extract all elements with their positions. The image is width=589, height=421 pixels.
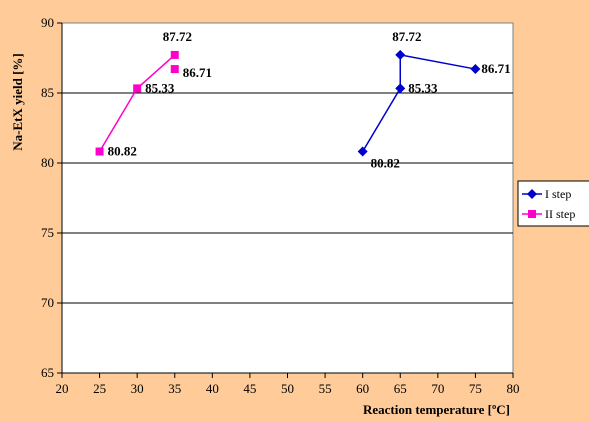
y-tick-label-65: 65 <box>41 365 54 380</box>
x-tick-label-80: 80 <box>507 381 520 396</box>
data-labels: 80.82 85.33 87.72 86.71 80.82 85.33 87.72 86.71 <box>108 29 511 171</box>
x-tick-label-20: 20 <box>56 381 69 396</box>
series-layer <box>95 49 481 157</box>
data-point-s1-p0 <box>95 147 104 156</box>
legend-label-0: I step <box>545 187 571 201</box>
x-tick-label-45: 45 <box>243 381 256 396</box>
data-point-s0-p0 <box>357 146 368 157</box>
x-tick-label-35: 35 <box>168 381 181 396</box>
y-axis-title: Na-EtX yield [%] <box>10 53 25 151</box>
data-point-s0-p2 <box>395 49 406 60</box>
series-line-0 <box>362 54 476 152</box>
data-point-s0-p1 <box>395 83 406 94</box>
y-tick-label-70: 70 <box>41 295 54 310</box>
legend-items: I step II step <box>522 187 575 221</box>
data-label-s0-p2: 87.72 <box>392 29 421 44</box>
x-tick-label-70: 70 <box>431 381 444 396</box>
grid-lines <box>62 92 513 304</box>
data-point-s1-p3 <box>170 65 179 74</box>
legend-marker-1 <box>528 210 536 218</box>
x-axis-title: Reaction temperature [ºC] <box>363 402 510 417</box>
legend: I step II step <box>517 180 589 227</box>
y-tick-label-80: 80 <box>41 155 54 170</box>
x-tick-label-30: 30 <box>131 381 144 396</box>
legend-label-1: II step <box>545 207 575 221</box>
data-label-s1-p0: 80.82 <box>108 144 137 159</box>
data-label-s1-p1: 85.33 <box>145 80 175 95</box>
x-tick-label-60: 60 <box>356 381 369 396</box>
data-label-s0-p1: 85.33 <box>408 80 438 95</box>
x-tick-label-75: 75 <box>469 381 482 396</box>
data-label-s0-p3: 86.71 <box>481 61 510 76</box>
legend-box <box>517 180 589 227</box>
data-point-s1-p1 <box>133 84 142 93</box>
legend-marker-0 <box>527 189 537 199</box>
data-point-s0-p3 <box>470 64 481 75</box>
y-tick-label-85: 85 <box>41 85 54 100</box>
data-point-s1-p2 <box>170 50 179 59</box>
data-label-s0-p0: 80.82 <box>371 156 400 171</box>
x-tick-label-40: 40 <box>206 381 219 396</box>
plot-area <box>61 22 514 374</box>
x-tick-label-55: 55 <box>319 381 332 396</box>
x-tick-label-65: 65 <box>394 381 407 396</box>
tick-labels: 65 70 75 80 85 90 20 25 30 35 40 45 50 55 60 65 70 75 80 <box>41 15 520 396</box>
y-tick-label-75: 75 <box>41 225 54 240</box>
x-tick-label-25: 25 <box>93 381 106 396</box>
x-tick-label-50: 50 <box>281 381 294 396</box>
data-label-s1-p2: 87.72 <box>163 29 192 44</box>
data-label-s1-p3: 86.71 <box>183 65 212 80</box>
y-tick-label-90: 90 <box>41 15 54 30</box>
